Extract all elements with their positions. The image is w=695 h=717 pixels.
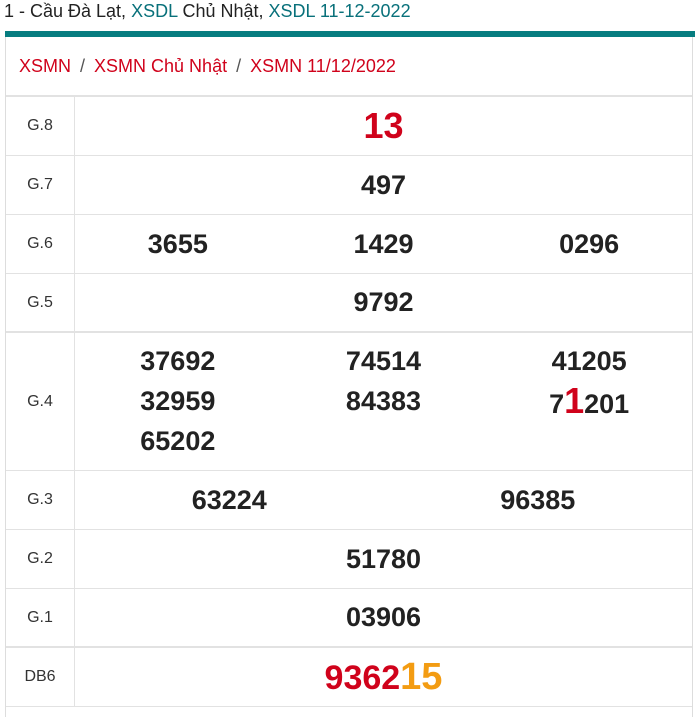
prize-row-g4: G.4 37692 32959 65202 74514 84383 41205 7120… — [6, 333, 692, 471]
prize-value: 84383 — [345, 386, 422, 416]
prize-label: G.8 — [6, 97, 75, 155]
prize-row-db6: DB6 936215 — [6, 648, 692, 707]
prize-value: 03906 — [345, 602, 422, 632]
prize-row-g1: G.1 03906 — [6, 589, 692, 648]
prize-value: 936215 — [324, 655, 443, 698]
heading-text: Chủ Nhật, — [177, 1, 269, 21]
highlight-digits: 15 — [400, 655, 443, 698]
breadcrumb-xsmn[interactable]: XSMN — [19, 55, 72, 76]
prize-value: 0296 — [559, 229, 620, 259]
prize-value: 497 — [360, 169, 407, 200]
prize-value: 32959 — [140, 386, 216, 416]
prize-row-g6: G.6 3655 1429 0296 — [6, 215, 692, 274]
breadcrumb: XSMN / XSMN Chủ Nhật / XSMN 11/12/2022 — [6, 37, 692, 97]
breadcrumb-date[interactable]: XSMN 11/12/2022 — [250, 55, 396, 76]
prize-label: G.1 — [6, 589, 75, 646]
page-heading: 1 - Cầu Đà Lạt, XSDL Chủ Nhật, XSDL 11-1… — [4, 0, 411, 28]
prize-value: 74514 — [345, 346, 422, 376]
prize-value: 71201 — [549, 380, 630, 421]
prize-label: G.5 — [6, 274, 75, 331]
prize-value: 41205 — [551, 346, 627, 376]
prize-row-g7: G.7 497 — [6, 156, 692, 215]
heading-link-xsdl[interactable]: XSDL — [131, 1, 178, 21]
prize-value: 3655 — [147, 229, 208, 259]
prize-value: 13 — [363, 105, 404, 146]
heading-text: 1 - Cầu Đà Lạt, — [4, 1, 132, 21]
prize-value: 65202 — [140, 426, 216, 456]
prize-label: G.4 — [6, 333, 75, 470]
header-bar — [5, 31, 695, 37]
prize-value: 9792 — [353, 287, 414, 317]
results-table: XSMN / XSMN Chủ Nhật / XSMN 11/12/2022 G… — [5, 37, 693, 717]
prize-row-g8: G.8 13 — [6, 97, 692, 156]
prize-row-g3: G.3 63224 96385 — [6, 471, 692, 530]
prize-value: 96385 — [500, 484, 576, 515]
prize-label: G.3 — [6, 471, 75, 529]
prize-value: 51780 — [345, 543, 422, 574]
prize-label: G.7 — [6, 156, 75, 214]
breadcrumb-sep: / — [236, 55, 242, 76]
highlight-digit: 1 — [564, 380, 585, 421]
heading-link-date[interactable]: XSDL 11-12-2022 — [268, 1, 411, 21]
breadcrumb-sep: / — [80, 55, 86, 76]
prize-label: G.2 — [6, 530, 75, 588]
prize-value: 63224 — [191, 484, 267, 515]
prize-row-g5: G.5 9792 — [6, 274, 692, 333]
prize-label: G.6 — [6, 215, 75, 273]
prize-row-g2: G.2 51780 — [6, 530, 692, 589]
prize-value: 37692 — [140, 346, 216, 376]
prize-value: 1429 — [353, 229, 414, 259]
prize-label: DB6 — [6, 648, 75, 706]
breadcrumb-xsmn-chu-nhat[interactable]: XSMN Chủ Nhật — [94, 55, 228, 76]
